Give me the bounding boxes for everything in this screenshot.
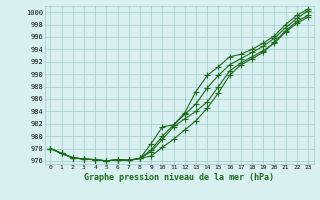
X-axis label: Graphe pression niveau de la mer (hPa): Graphe pression niveau de la mer (hPa)	[84, 173, 274, 182]
